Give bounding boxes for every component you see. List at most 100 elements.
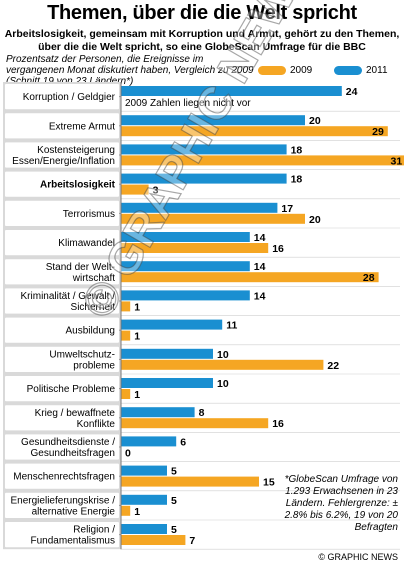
- category-label-box: [5, 142, 119, 168]
- bar-2009: [121, 505, 131, 516]
- category-label: Essen/Energie/Inflation: [12, 156, 115, 167]
- category-label: Stand der Welt-: [46, 262, 115, 273]
- value-label-2009: 16: [272, 243, 284, 255]
- category-label: Kostensteigerung: [37, 145, 115, 156]
- category-label: alternative Energie: [32, 506, 116, 517]
- chart-subtitle: Arbeitslosigkeit, gemeinsam mit Korrupti…: [4, 28, 400, 53]
- category-label-box: [5, 405, 119, 431]
- bar-2011: [121, 319, 223, 330]
- bar-2011: [121, 494, 167, 505]
- value-label-2009: 29: [372, 126, 384, 138]
- category-label: Gesundheitsfragen: [30, 448, 115, 459]
- value-label-2011: 6: [180, 436, 186, 448]
- category-label: Umweltschutz-: [49, 349, 115, 360]
- bar-2009: [121, 184, 149, 195]
- legend-label-2011: 2011: [366, 65, 388, 76]
- bar-2011: [121, 232, 250, 242]
- category-label-box: [5, 376, 119, 402]
- value-label-2009: 16: [272, 418, 284, 430]
- category-label: Klimawandel: [58, 238, 115, 249]
- category-label: Religion /: [73, 525, 115, 536]
- bar-2009: [121, 535, 186, 545]
- category-label-box: [5, 463, 119, 489]
- legend-2009: 2009: [258, 65, 312, 76]
- chart-description: Prozentsatz der Personen, die Ereignisse…: [6, 54, 254, 87]
- category-label-box: [5, 171, 119, 197]
- category-label-box: [5, 434, 119, 460]
- category-label: Menschenrechtsfragen: [13, 472, 115, 483]
- category-label: Energielieferungskrise /: [11, 495, 116, 506]
- category-label-box: [5, 259, 119, 285]
- value-label-2011: 20: [309, 115, 321, 127]
- category-label: Arbeitslosigkeit: [40, 180, 116, 191]
- value-label-2011: 24: [346, 86, 358, 98]
- value-label-2011: 5: [171, 466, 177, 478]
- value-label-2011: 5: [171, 524, 177, 536]
- bar-2009: [121, 389, 131, 399]
- category-label: wirtschaft: [72, 273, 115, 284]
- value-label-2011: 11: [226, 320, 237, 332]
- category-label-box: [5, 346, 119, 372]
- category-label-box: [5, 522, 119, 548]
- footnote: *GlobeScan Umfrage von 1.293 Erwachsenen…: [284, 474, 398, 533]
- value-label-2011: 10: [217, 349, 229, 361]
- value-label-2009: 28: [363, 272, 375, 284]
- value-label-2009: 3: [153, 185, 159, 197]
- value-label-2011: 14: [254, 232, 266, 244]
- bar-2011: [121, 465, 167, 476]
- value-label-2011: 8: [199, 407, 205, 419]
- bar-2011: [121, 144, 287, 155]
- bar-2011: [121, 378, 213, 388]
- category-label-box: [5, 84, 119, 110]
- bar-2009: [121, 301, 131, 312]
- value-label-2009: 15: [263, 477, 275, 489]
- value-label-2009: 7: [189, 535, 195, 547]
- bar-2009: [121, 476, 259, 487]
- legend-label-2009: 2009: [290, 65, 313, 76]
- bar-2011: [121, 86, 342, 96]
- category-label-box: [5, 200, 119, 226]
- legend-swatch-2011: [334, 66, 362, 75]
- category-label: Politische Probleme: [27, 384, 116, 395]
- category-label: Terrorismus: [63, 209, 115, 220]
- bar-2009: [121, 359, 324, 370]
- bar-2009: [121, 126, 388, 137]
- value-label-2011: 14: [254, 290, 266, 302]
- legend-swatch-2009: [258, 66, 286, 75]
- bar-2011: [121, 173, 287, 184]
- category-label: Fundamentalismus: [31, 536, 115, 547]
- value-label-2011: 10: [217, 378, 229, 390]
- category-label-box: [5, 317, 119, 343]
- bar-2011: [121, 524, 167, 534]
- value-label-2009: 22: [327, 360, 339, 372]
- annotation-no-data: 2009 Zahlen liegen nicht vor: [125, 98, 251, 109]
- bar-2011: [121, 261, 250, 272]
- value-label-2009: 1: [134, 301, 140, 313]
- credit: © GRAPHIC NEWS: [318, 552, 398, 562]
- value-label-2009: 0: [125, 447, 131, 459]
- value-label-2011: 5: [171, 495, 177, 507]
- category-label: Sicherheit: [71, 302, 116, 313]
- category-label-box: [5, 288, 119, 314]
- bar-2011: [121, 348, 213, 359]
- category-label: Gesundheitsdienste /: [21, 437, 115, 448]
- value-label-2009: 1: [134, 506, 140, 518]
- bar-2009: [121, 213, 305, 224]
- category-label: probleme: [73, 360, 115, 371]
- category-label-box: [5, 113, 119, 139]
- value-label-2011: 18: [291, 144, 303, 156]
- category-label: Kriminalität / Gewalt /: [21, 291, 116, 302]
- category-label-box: [5, 492, 119, 518]
- legend-2011: 2011: [334, 65, 388, 76]
- bar-2011: [121, 407, 195, 418]
- category-label: Extreme Armut: [49, 121, 115, 132]
- value-label-2009: 31: [391, 155, 403, 167]
- category-label: Korruption / Geldgier: [23, 92, 116, 103]
- bar-2011: [121, 115, 305, 126]
- category-label: Krieg / bewaffnete: [35, 408, 116, 419]
- category-label: Konflikte: [77, 419, 116, 430]
- value-label-2011: 17: [281, 203, 293, 215]
- category-label: Ausbildung: [66, 326, 115, 337]
- bar-2009: [121, 155, 404, 166]
